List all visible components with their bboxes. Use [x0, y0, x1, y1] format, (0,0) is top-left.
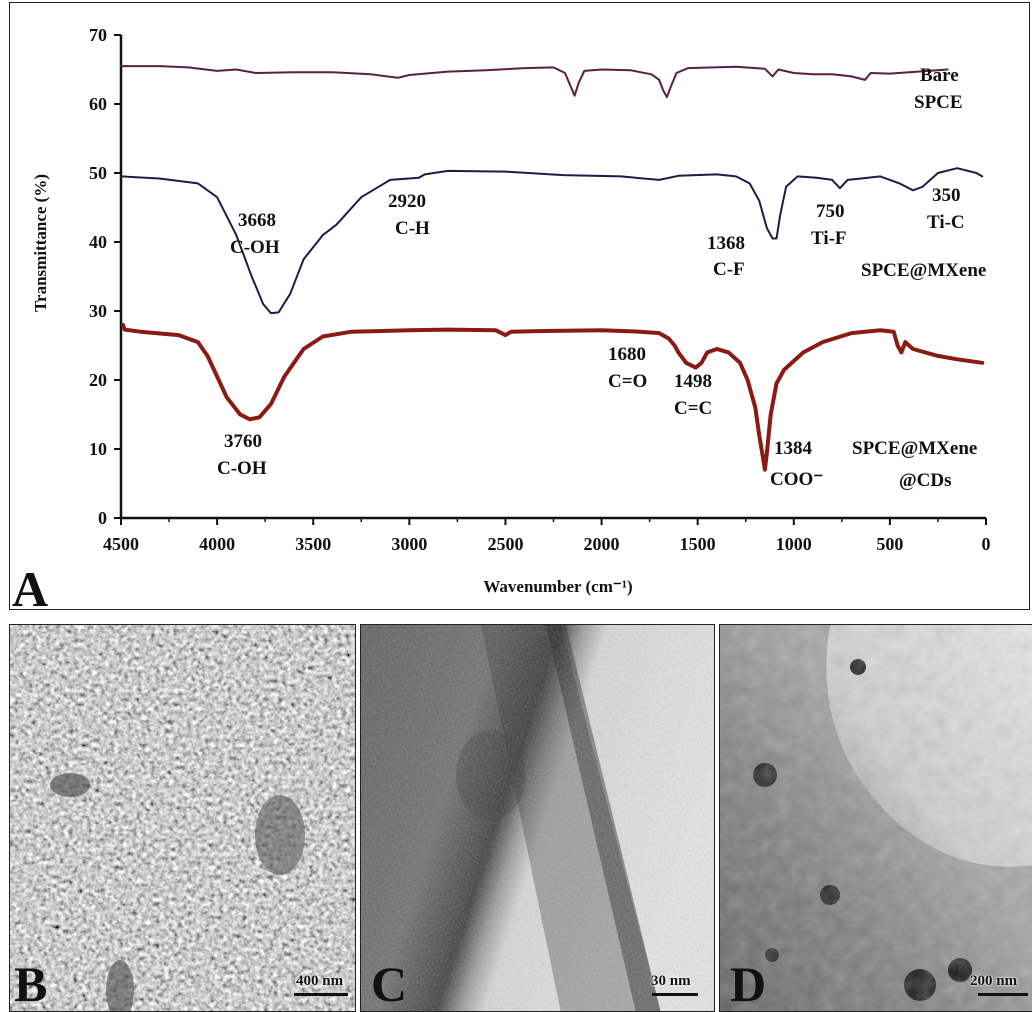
x-tick-label-1500: 1500 [680, 534, 716, 554]
annotation-1368-wn: 1368 [707, 233, 745, 254]
tem-d-texture [720, 625, 1032, 1011]
annotation-1498-wn: 1498 [674, 371, 712, 392]
axis-ticks [114, 34, 987, 525]
x-tick-label-3000: 3000 [391, 534, 427, 554]
y-tick-label-50: 50 [89, 163, 107, 183]
y-tick-label-10: 10 [89, 439, 107, 459]
x-tick-label-500: 500 [876, 534, 903, 554]
legend-bare-line2: SPCE [914, 92, 963, 113]
scale-bar-d [978, 993, 1028, 996]
annotation-2920-wn: 2920 [388, 191, 426, 212]
panel-letter-a: A [12, 561, 48, 611]
legend-cds-line2: @CDs [899, 470, 952, 491]
panel-d-tem-image: D 200 nm [719, 624, 1032, 1012]
scale-label-b: 400 nm [296, 973, 344, 989]
annotation-750-wn: 750 [816, 201, 845, 222]
y-tick-label-40: 40 [89, 232, 107, 252]
annotation-750-group: Ti-F [811, 228, 847, 249]
annotation-3760-wn: 3760 [224, 431, 262, 452]
panel-letter-c: C [371, 956, 408, 1012]
panel-c-tem-image: C 30 nm [360, 624, 715, 1012]
panel-a-ftir: 0 10 20 30 40 50 60 70 4500 4000 3500 3000 2500 2000 1… [9, 2, 1030, 611]
x-tick-label-0: 0 [982, 534, 991, 554]
series-line-spce-mxene-cds [120, 322, 985, 472]
annotation-1680-wn: 1680 [608, 344, 646, 365]
sem-texture [10, 625, 355, 1011]
y-tick-label-30: 30 [89, 301, 107, 321]
annotation-350-wn: 350 [932, 185, 961, 206]
x-tick-label-1000: 1000 [776, 534, 812, 554]
peak-annotations: 3668 C-OH 2920 C-H 1368 C-F 750 Ti-F 350… [217, 185, 965, 490]
panel-letter-b: B [14, 956, 48, 1012]
legend-labels: Bare SPCE SPCE@MXene SPCE@MXene @CDs [852, 65, 986, 491]
x-tick-label-4500: 4500 [103, 534, 139, 554]
y-axis-label: Transmittance (%) [31, 174, 50, 312]
y-tick-label-20: 20 [89, 370, 107, 390]
x-tick-label-2500: 2500 [487, 534, 523, 554]
annotation-350-group: Ti-C [927, 212, 965, 233]
x-tick-label-2000: 2000 [584, 534, 620, 554]
legend-bare-line1: Bare [920, 65, 959, 86]
scale-bar-b [294, 993, 348, 996]
annotation-1384-wn: 1384 [774, 438, 813, 459]
legend-cds-line1: SPCE@MXene [852, 438, 977, 459]
series-line-spce-mxene [120, 167, 984, 315]
series-lines [120, 65, 985, 472]
scale-label-c: 30 nm [651, 973, 691, 989]
series-line-bare-spce [120, 65, 949, 99]
y-tick-label-0: 0 [98, 508, 107, 528]
annotation-1368-group: C-F [713, 259, 745, 280]
y-tick-label-70: 70 [89, 25, 107, 45]
scale-bar-c [652, 993, 698, 996]
annotation-3760-group: C-OH [217, 458, 267, 479]
annotation-1680-group: C=O [608, 371, 647, 392]
scale-label-d: 200 nm [970, 973, 1018, 989]
annotation-1498-group: C=C [674, 398, 712, 419]
annotation-3668-group: C-OH [230, 237, 280, 258]
tem-texture [361, 625, 714, 1011]
annotation-2920-group: C-H [395, 218, 430, 239]
x-tick-label-4000: 4000 [199, 534, 235, 554]
x-axis-label: Wavenumber (cm⁻¹) [483, 577, 632, 596]
annotation-1384-group: COO⁻ [770, 469, 823, 490]
y-tick-label-60: 60 [89, 94, 107, 114]
panel-letter-d: D [730, 956, 767, 1012]
panel-b-sem-image: B 400 nm [9, 624, 356, 1012]
legend-mxene: SPCE@MXene [861, 260, 986, 281]
annotation-3668-wn: 3668 [238, 210, 276, 231]
x-tick-label-3500: 3500 [295, 534, 331, 554]
